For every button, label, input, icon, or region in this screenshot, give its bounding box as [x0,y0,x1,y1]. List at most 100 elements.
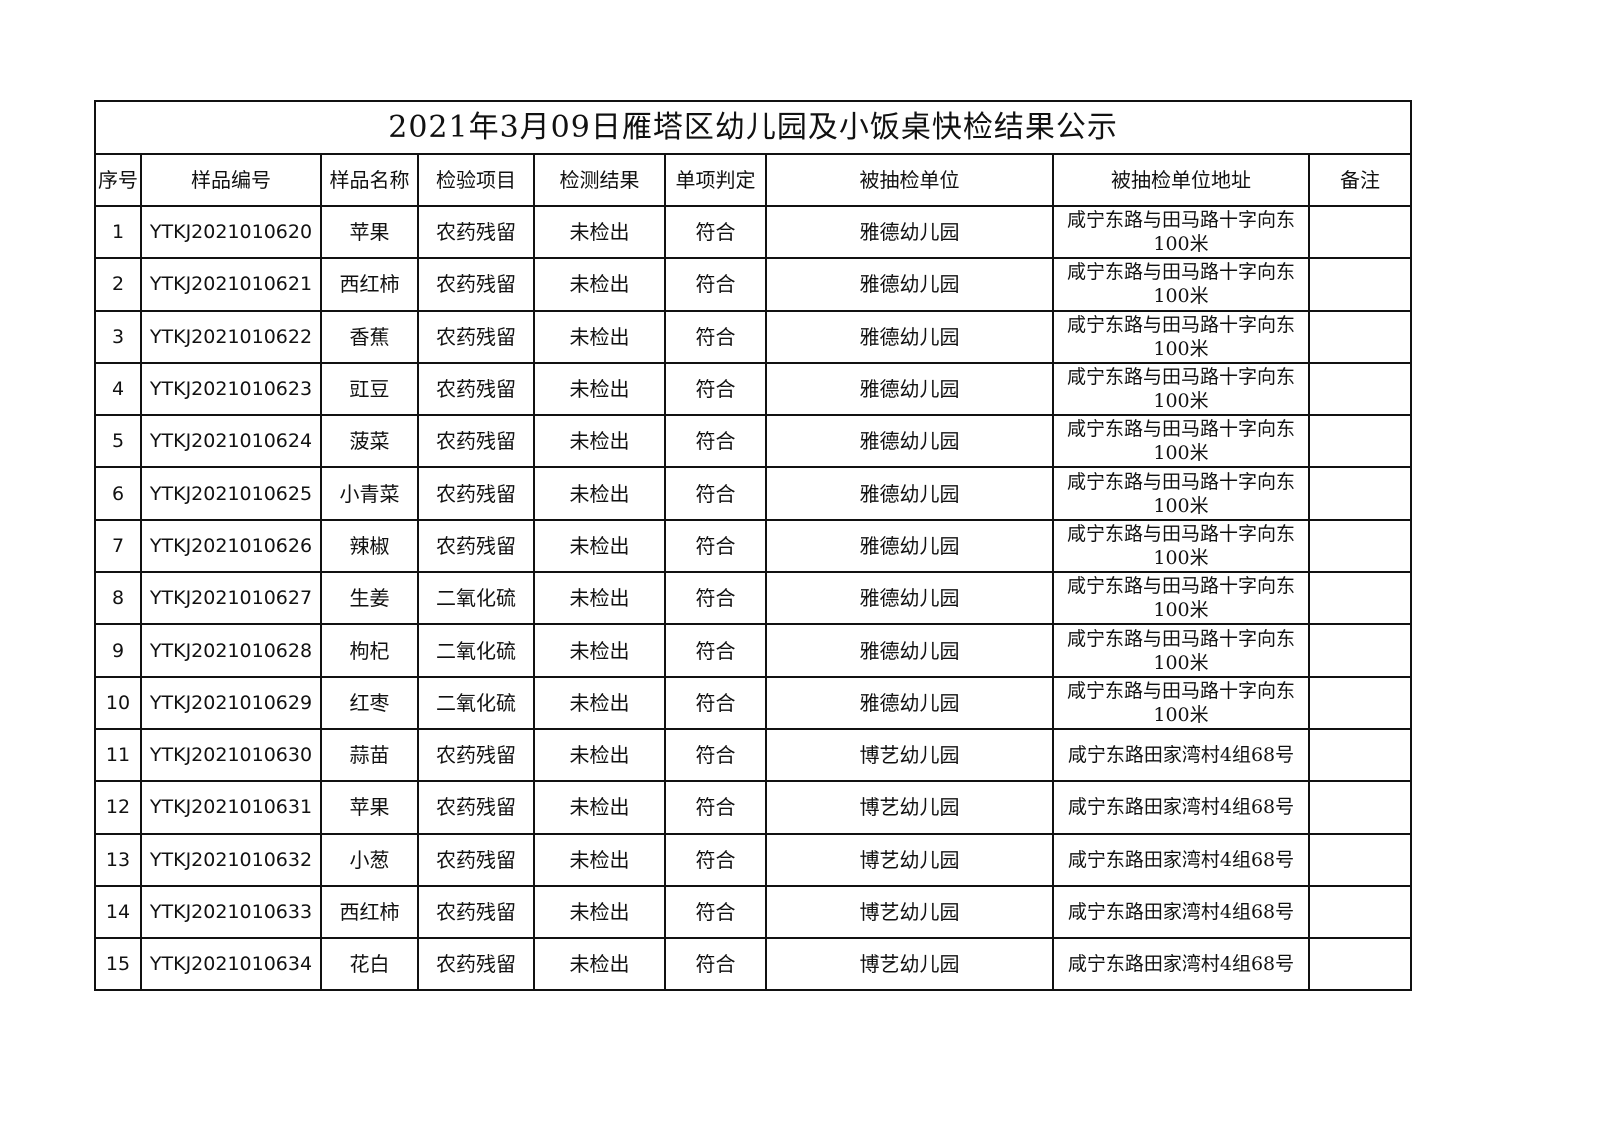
cell-sample-id: YTKJ2021010629 [140,675,322,730]
cell-inspected-unit: 博艺幼儿园 [765,937,1054,992]
cell-unit-address: 咸宁东路与田马路十字向东100米 [1052,571,1310,626]
cell-test-result: 未检出 [533,309,666,364]
cell-judgment: 符合 [664,884,767,940]
cell-sample-name: 小青菜 [320,466,419,521]
cell-test-result: 未检出 [533,675,666,730]
cell-remarks [1307,884,1413,940]
header-index: 序号 [94,153,142,207]
cell-sample-name: 苹果 [320,204,419,260]
cell-remarks [1307,204,1413,260]
cell-unit-address: 咸宁东路田家湾村4组68号 [1052,780,1310,835]
cell-sample-id: YTKJ2021010622 [140,309,322,364]
cell-sample-id: YTKJ2021010623 [140,361,322,417]
cell-sample-name: 菠菜 [320,414,419,469]
cell-test-item: 农药残留 [417,937,535,992]
cell-judgment: 符合 [664,414,767,469]
cell-inspected-unit: 雅德幼儿园 [765,518,1054,574]
cell-test-result: 未检出 [533,780,666,835]
cell-index: 7 [94,518,142,574]
cell-test-item: 农药残留 [417,780,535,835]
cell-index: 2 [94,257,142,312]
table-row: 12 YTKJ2021010631 苹果 农药残留 未检出 符合 博艺幼儿园 咸宁东路田家湾村… [94,780,1413,835]
cell-test-result: 未检出 [533,257,666,312]
cell-index: 8 [94,571,142,626]
cell-index: 1 [94,204,142,260]
cell-sample-id: YTKJ2021010631 [140,780,322,835]
cell-test-item: 二氧化硫 [417,675,535,730]
cell-unit-address: 咸宁东路与田马路十字向东100米 [1052,623,1310,678]
cell-inspected-unit: 雅德幼儿园 [765,675,1054,730]
cell-remarks [1307,257,1413,312]
table-row: 13 YTKJ2021010632 小葱 农药残留 未检出 符合 博艺幼儿园 咸宁东路田家湾村… [94,832,1413,887]
cell-inspected-unit: 博艺幼儿园 [765,884,1054,940]
table-body: 1 YTKJ2021010620 苹果 农药残留 未检出 符合 雅德幼儿园 咸宁东路与田马路十… [94,204,1413,992]
table-title: 2021年3月09日雁塔区幼儿园及小饭桌快检结果公示 [93,100,1413,155]
cell-remarks [1307,727,1413,783]
table-row: 10 YTKJ2021010629 红枣 二氧化硫 未检出 符合 雅德幼儿园 咸宁东路与田马路… [94,675,1413,730]
cell-index: 14 [94,884,142,940]
cell-sample-name: 红枣 [320,675,419,730]
cell-index: 11 [94,727,142,783]
cell-sample-name: 西红柿 [320,257,419,312]
cell-judgment: 符合 [664,518,767,574]
cell-inspected-unit: 雅德幼儿园 [765,571,1054,626]
cell-unit-address: 咸宁东路田家湾村4组68号 [1052,884,1310,940]
table-row: 7 YTKJ2021010626 辣椒 农药残留 未检出 符合 雅德幼儿园 咸宁东路与田马路十… [94,518,1413,574]
header-unit-address: 被抽检单位地址 [1052,153,1310,207]
cell-remarks [1307,937,1413,992]
header-inspected-unit: 被抽检单位 [765,153,1054,207]
cell-remarks [1307,571,1413,626]
table-row: 8 YTKJ2021010627 生姜 二氧化硫 未检出 符合 雅德幼儿园 咸宁东路与田马路十… [94,571,1413,626]
table-row: 15 YTKJ2021010634 花白 农药残留 未检出 符合 博艺幼儿园 咸宁东路田家湾村… [94,937,1413,992]
cell-test-item: 农药残留 [417,727,535,783]
cell-unit-address: 咸宁东路与田马路十字向东100米 [1052,204,1310,260]
cell-index: 4 [94,361,142,417]
cell-index: 9 [94,623,142,678]
cell-sample-id: YTKJ2021010633 [140,884,322,940]
cell-index: 3 [94,309,142,364]
cell-sample-name: 枸杞 [320,623,419,678]
table-row: 2 YTKJ2021010621 西红柿 农药残留 未检出 符合 雅德幼儿园 咸宁东路与田马路… [94,257,1413,312]
cell-sample-id: YTKJ2021010628 [140,623,322,678]
cell-remarks [1307,675,1413,730]
cell-test-item: 农药残留 [417,466,535,521]
cell-remarks [1307,414,1413,469]
cell-unit-address: 咸宁东路与田马路十字向东100米 [1052,257,1310,312]
cell-sample-id: YTKJ2021010621 [140,257,322,312]
cell-sample-id: YTKJ2021010625 [140,466,322,521]
header-test-result: 检测结果 [533,153,666,207]
cell-inspected-unit: 雅德幼儿园 [765,414,1054,469]
header-row: 序号 样品编号 样品名称 检验项目 检测结果 单项判定 被抽检单位 被抽检单位地址 备注 [94,153,1413,207]
results-table: 2021年3月09日雁塔区幼儿园及小饭桌快检结果公示 序号 样品编号 样品名称 检验项… [93,100,1413,992]
cell-test-item: 农药残留 [417,832,535,887]
cell-index: 12 [94,780,142,835]
cell-unit-address: 咸宁东路田家湾村4组68号 [1052,727,1310,783]
cell-test-item: 二氧化硫 [417,571,535,626]
cell-sample-id: YTKJ2021010634 [140,937,322,992]
cell-unit-address: 咸宁东路与田马路十字向东100米 [1052,309,1310,364]
cell-unit-address: 咸宁东路田家湾村4组68号 [1052,832,1310,887]
cell-test-result: 未检出 [533,571,666,626]
cell-test-result: 未检出 [533,204,666,260]
cell-judgment: 符合 [664,361,767,417]
cell-remarks [1307,780,1413,835]
cell-unit-address: 咸宁东路与田马路十字向东100米 [1052,361,1310,417]
cell-index: 5 [94,414,142,469]
cell-inspected-unit: 雅德幼儿园 [765,309,1054,364]
cell-test-result: 未检出 [533,518,666,574]
cell-test-item: 农药残留 [417,361,535,417]
header-sample-id: 样品编号 [140,153,322,207]
cell-remarks [1307,832,1413,887]
cell-sample-id: YTKJ2021010620 [140,204,322,260]
cell-judgment: 符合 [664,780,767,835]
cell-test-result: 未检出 [533,361,666,417]
cell-test-item: 农药残留 [417,204,535,260]
cell-index: 13 [94,832,142,887]
cell-sample-name: 辣椒 [320,518,419,574]
header-remarks: 备注 [1307,153,1413,207]
cell-sample-name: 苹果 [320,780,419,835]
cell-remarks [1307,309,1413,364]
table-row: 9 YTKJ2021010628 枸杞 二氧化硫 未检出 符合 雅德幼儿园 咸宁东路与田马路十… [94,623,1413,678]
cell-sample-id: YTKJ2021010627 [140,571,322,626]
cell-sample-name: 豇豆 [320,361,419,417]
